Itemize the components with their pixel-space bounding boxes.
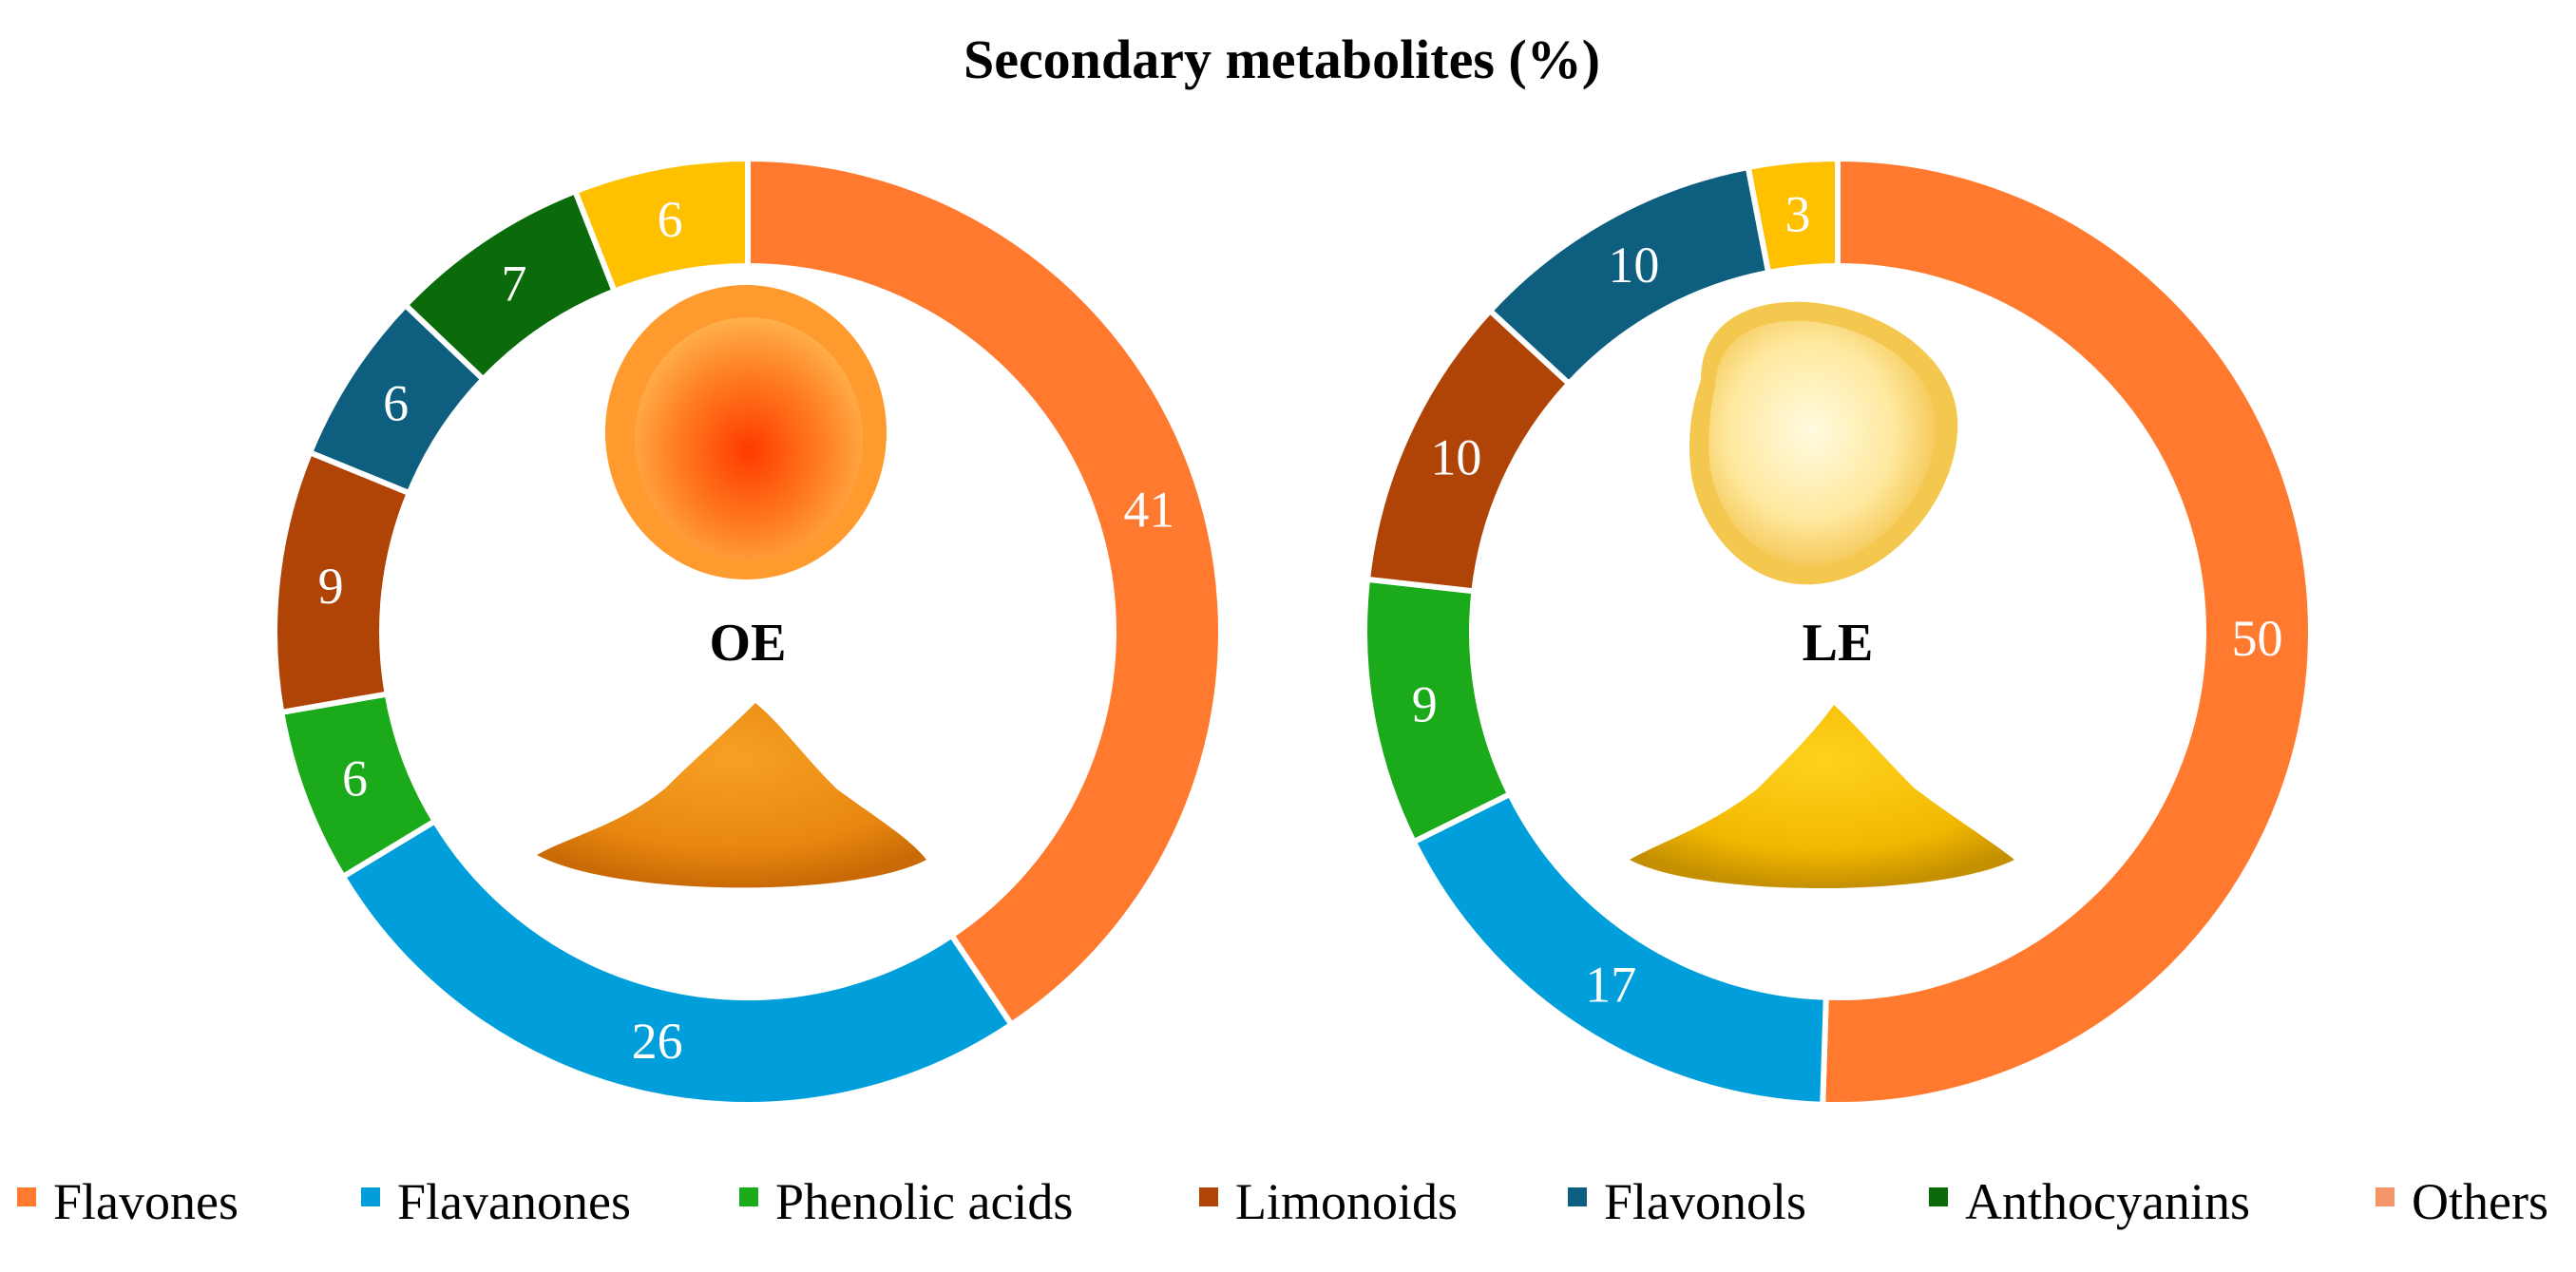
- data-label-phenolic-acids-oe: 6: [342, 750, 368, 807]
- legend-label-limonoids: Limonoids: [1235, 1173, 1458, 1230]
- data-label-limonoids-le: 10: [1430, 429, 1481, 486]
- legend-label-others: Others: [2412, 1173, 2548, 1230]
- center-label-le: LE: [1803, 614, 1874, 673]
- legend-swatch-flavonols: [1568, 1187, 1587, 1206]
- chart-title: Secondary metabolites (%): [964, 28, 1600, 90]
- legend-label-phenolic-acids: Phenolic acids: [775, 1173, 1073, 1230]
- data-label-flavonols-le: 10: [1608, 237, 1659, 294]
- orange-powder-image: [537, 703, 926, 888]
- legend: Flavones Flavanones Phenolic acids Limonoid…: [17, 1173, 2548, 1230]
- legend-label-anthocyanins: Anthocyanins: [1965, 1173, 2250, 1230]
- data-label-others-oe: 6: [658, 191, 683, 248]
- slice-others-oe: [571, 155, 751, 295]
- legend-swatch-phenolic-acids: [739, 1187, 758, 1206]
- legend-label-flavonols: Flavonols: [1604, 1173, 1806, 1230]
- legend-swatch-others: [2376, 1187, 2395, 1206]
- orange-half-image: [605, 285, 887, 579]
- data-label-flavones-le: 50: [2231, 610, 2282, 667]
- lemon-powder-pile: [1630, 705, 2014, 888]
- data-label-flavonols-oe: 6: [383, 375, 409, 432]
- lemon-powder-image: [1630, 705, 2014, 888]
- legend-swatch-flavones: [17, 1187, 36, 1206]
- donut-chart-le: 50 17 9 10 10 3: [1362, 155, 2314, 1108]
- legend-label-flavones: Flavones: [53, 1173, 239, 1230]
- orange-pulp: [635, 317, 863, 560]
- legend-swatch-flavanones: [361, 1187, 380, 1206]
- slice-flavones-le: [1820, 155, 2314, 1108]
- donut-chart-oe: 41 26 6 9 6 7 6: [272, 155, 1224, 1108]
- slice-flavanones-oe: [338, 817, 1016, 1108]
- data-label-flavanones-oe: 26: [632, 1013, 683, 1070]
- slice-flavones-oe: [745, 155, 1224, 1029]
- legend-swatch-limonoids: [1199, 1187, 1218, 1206]
- lemon-pulp: [1708, 320, 1937, 566]
- data-label-others-le: 3: [1785, 185, 1811, 242]
- orange-powder-pile: [537, 703, 926, 888]
- lemon-half-image: [1689, 301, 1958, 585]
- legend-swatch-anthocyanins: [1929, 1187, 1948, 1206]
- data-label-phenolic-acids-le: 9: [1412, 676, 1438, 733]
- data-label-limonoids-oe: 9: [318, 558, 344, 615]
- center-label-oe: OE: [710, 614, 787, 673]
- legend-label-flavanones: Flavanones: [397, 1173, 631, 1230]
- data-label-anthocyanins-oe: 7: [502, 255, 527, 312]
- data-label-flavones-oe: 41: [1123, 481, 1174, 538]
- data-label-flavanones-le: 17: [1585, 956, 1636, 1013]
- slice-others-le: [1745, 155, 1841, 276]
